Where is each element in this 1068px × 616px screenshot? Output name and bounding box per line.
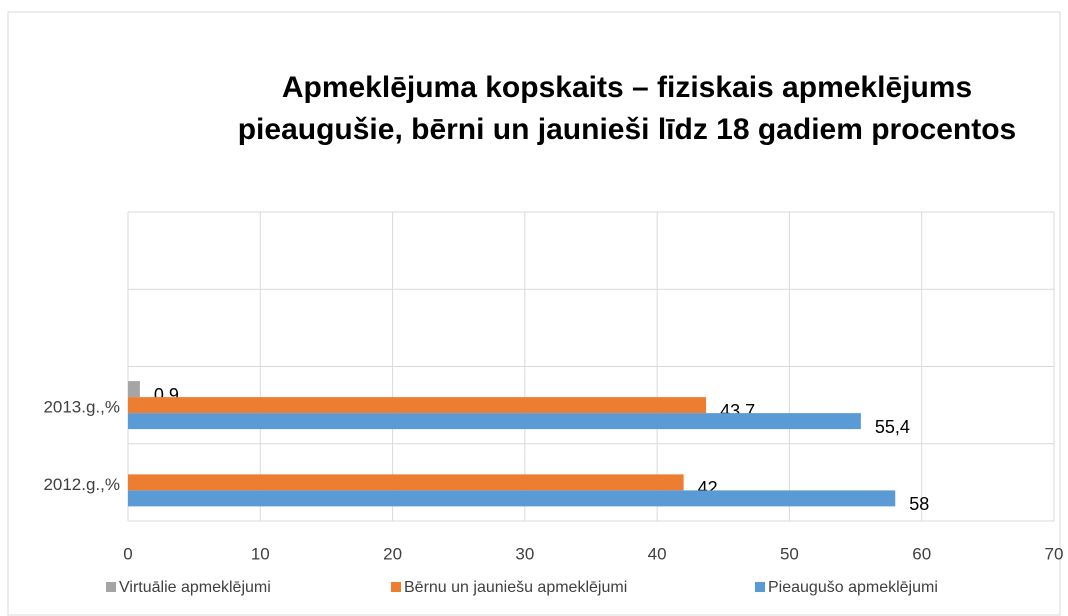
x-tick-label: 60 bbox=[912, 544, 931, 563]
x-tick-label: 20 bbox=[383, 544, 402, 563]
chart-title: Apmeklējuma kopskaits – fiziskais apmekl… bbox=[282, 71, 972, 104]
x-tick-label: 40 bbox=[648, 544, 667, 563]
bar bbox=[128, 413, 861, 430]
y-tick-label: 2012.g.,% bbox=[43, 475, 120, 494]
bar bbox=[128, 490, 896, 507]
x-tick-label: 0 bbox=[123, 544, 132, 563]
legend-label: Bērnu un jauniešu apmeklējumi bbox=[404, 579, 627, 596]
bar bbox=[128, 397, 707, 414]
x-tick-label: 30 bbox=[515, 544, 534, 563]
legend-label: Virtuālie apmeklējumi bbox=[119, 579, 271, 596]
chart-title: pieaugušie, bērni un jaunieši līdz 18 ga… bbox=[238, 113, 1017, 146]
x-tick-label: 10 bbox=[251, 544, 270, 563]
legend-label: Pieaugušo apmeklējumi bbox=[768, 579, 938, 596]
bar bbox=[128, 381, 140, 398]
data-label: 58 bbox=[909, 494, 929, 514]
legend-marker bbox=[106, 582, 116, 592]
legend-marker bbox=[755, 582, 765, 592]
x-tick-label: 70 bbox=[1045, 544, 1064, 563]
x-tick-label: 50 bbox=[780, 544, 799, 563]
data-label: 55,4 bbox=[875, 417, 910, 437]
legend-marker bbox=[391, 582, 401, 592]
y-tick-label: 2013.g.,% bbox=[43, 398, 120, 417]
chart-border bbox=[7, 11, 1061, 616]
bar bbox=[128, 474, 684, 491]
